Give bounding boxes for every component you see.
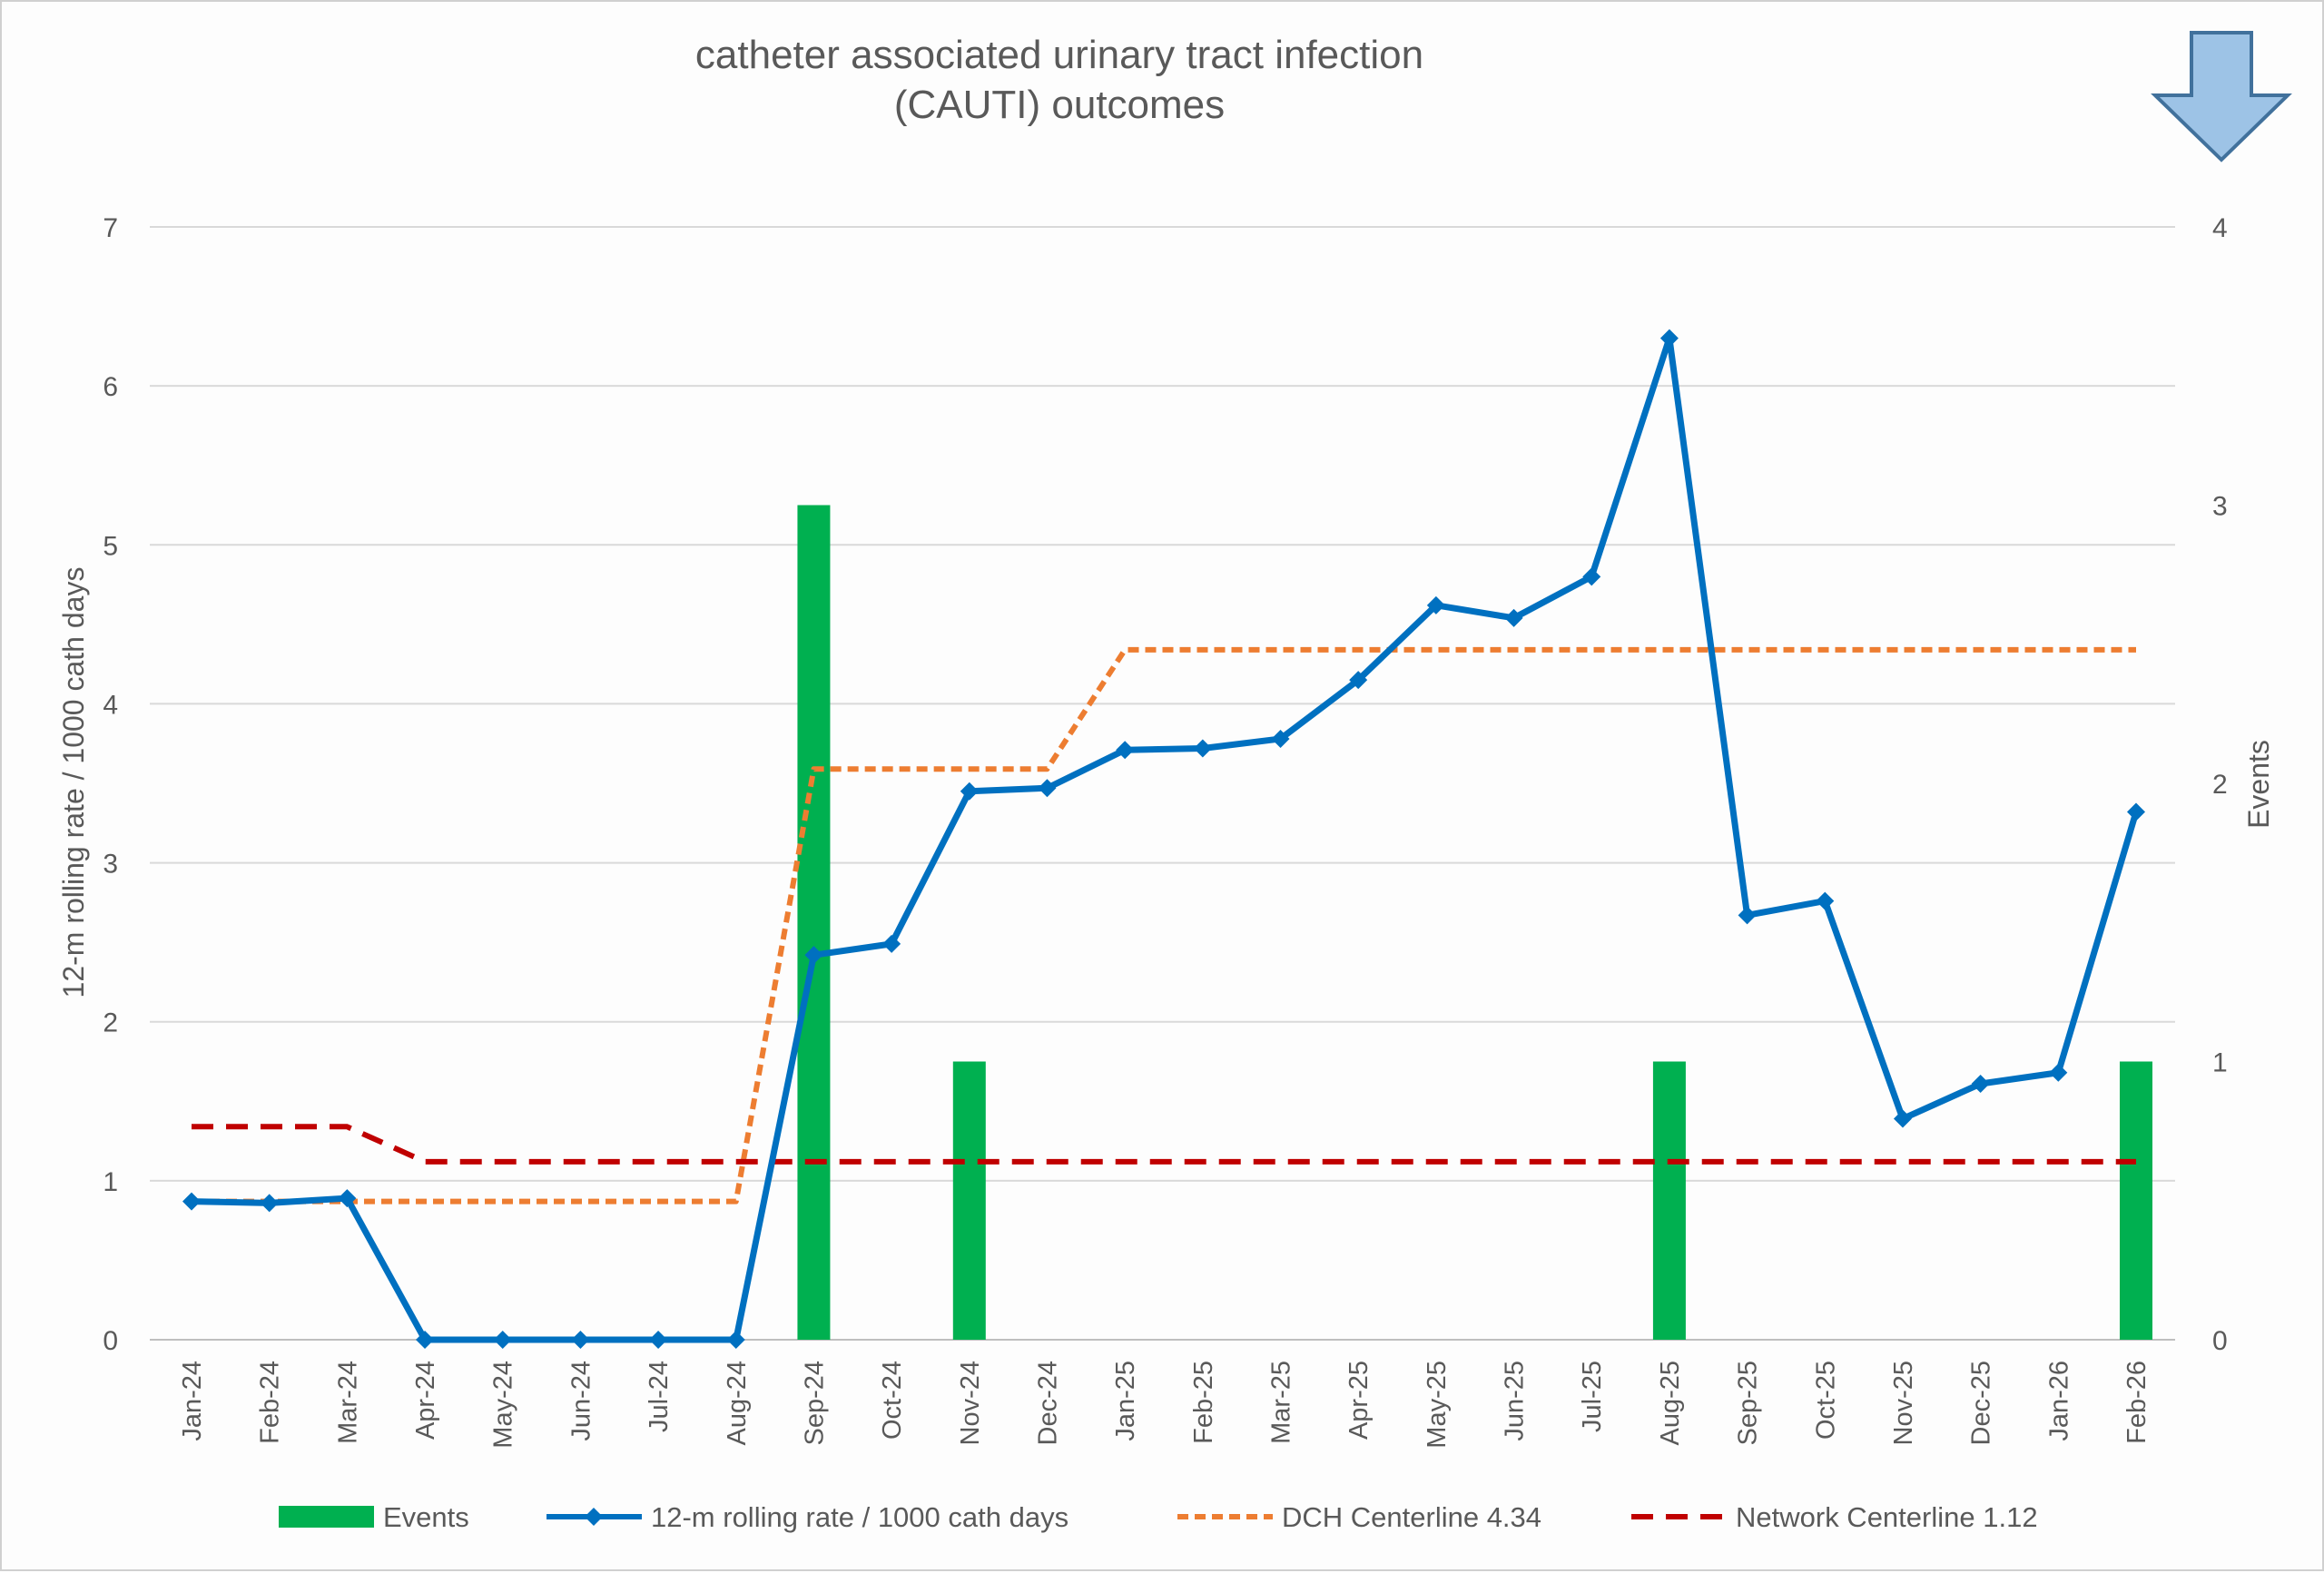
x-tick-label: Sep-24 <box>800 1361 829 1446</box>
data-point <box>338 1189 357 1208</box>
y-tick-label: 0 <box>103 1326 118 1356</box>
x-tick-label: Sep-25 <box>1734 1361 1763 1446</box>
series-line-3 <box>192 1124 2136 1165</box>
chart-title-line-1: catheter associated urinary tract infect… <box>695 33 1423 77</box>
y-tick-label: 6 <box>103 372 118 402</box>
data-point <box>1193 739 1212 758</box>
data-point <box>1893 1109 1912 1128</box>
data-point <box>2127 802 2145 821</box>
data-point <box>1659 329 1679 348</box>
x-tick-label: Apr-24 <box>411 1361 440 1440</box>
x-tick-label: May-24 <box>489 1361 518 1449</box>
y-tick-label: 2 <box>103 1008 118 1038</box>
legend-label: Network Centerline 1.12 <box>1736 1501 2038 1533</box>
y-tick-label: 5 <box>103 531 118 561</box>
x-tick-label: Feb-25 <box>1189 1361 1218 1444</box>
data-point <box>1738 906 1757 925</box>
series-line-1 <box>191 335 2140 1343</box>
data-point <box>1816 891 1835 910</box>
legend-label: 12-m rolling rate / 1000 cath days <box>651 1501 1068 1533</box>
legend-swatch-events <box>279 1506 374 1528</box>
y2-tick-label: 1 <box>2212 1048 2228 1078</box>
data-point <box>493 1331 512 1349</box>
y-axis-label: 12-m rolling rate / 1000 cath days <box>57 567 90 998</box>
y2-tick-label: 2 <box>2212 770 2228 800</box>
y-tick-label: 7 <box>103 213 118 243</box>
data-point <box>649 1331 668 1349</box>
event-bar <box>952 1061 986 1340</box>
legend-marker <box>585 1508 603 1526</box>
x-tick-label: Jan-26 <box>2044 1361 2073 1441</box>
legend-label: Events <box>383 1501 469 1533</box>
chart-title-line-2: (CAUTI) outcomes <box>894 83 1225 127</box>
y-tick-label: 3 <box>103 850 118 880</box>
data-point <box>960 782 979 801</box>
y-tick-label: 4 <box>103 690 118 720</box>
x-tick-label: Mar-25 <box>1267 1361 1296 1444</box>
x-tick-label: Jan-24 <box>178 1361 207 1441</box>
x-tick-label: Nov-25 <box>1889 1361 1918 1446</box>
data-point <box>416 1331 435 1349</box>
data-point <box>571 1331 590 1349</box>
x-tick-label: Aug-24 <box>723 1361 752 1446</box>
x-tick-label: Nov-24 <box>956 1361 985 1446</box>
y2-axis-label: Events <box>2242 740 2275 829</box>
x-tick-label: Feb-24 <box>256 1361 285 1444</box>
data-point <box>260 1194 279 1213</box>
x-tick-label: Dec-24 <box>1033 1361 1062 1446</box>
data-point <box>804 946 823 965</box>
event-bar <box>1652 1061 1686 1340</box>
x-tick-label: Jun-24 <box>566 1361 596 1441</box>
series-line-2 <box>192 646 2136 1204</box>
legend-label: DCH Centerline 4.34 <box>1282 1501 1541 1533</box>
y2-tick-label: 0 <box>2212 1326 2228 1356</box>
y2-tick-label: 3 <box>2212 492 2228 522</box>
x-tick-label: Jul-25 <box>1578 1361 1607 1432</box>
data-point <box>1038 779 1057 798</box>
data-point <box>1271 729 1290 748</box>
data-point <box>1116 741 1135 760</box>
x-tick-label: Aug-25 <box>1656 1361 1685 1446</box>
data-point <box>882 934 901 953</box>
down-arrow-icon <box>2151 31 2292 162</box>
data-point <box>182 1192 201 1211</box>
data-point <box>1971 1075 1990 1094</box>
x-tick-label: Feb-26 <box>2122 1361 2152 1444</box>
data-point <box>726 1331 745 1349</box>
data-point <box>1426 595 1445 614</box>
x-tick-label: May-25 <box>1423 1361 1452 1449</box>
y2-tick-label: 4 <box>2212 213 2228 243</box>
event-bar <box>2120 1061 2152 1340</box>
y-tick-label: 1 <box>103 1167 118 1197</box>
x-tick-label: Oct-25 <box>1811 1361 1840 1440</box>
x-tick-label: Dec-25 <box>1967 1361 1996 1446</box>
data-point <box>1349 671 1368 690</box>
x-tick-label: Oct-24 <box>878 1361 907 1440</box>
x-tick-label: Jun-25 <box>1501 1361 1530 1441</box>
x-tick-label: Jan-25 <box>1111 1361 1140 1441</box>
data-point <box>2049 1063 2068 1082</box>
data-point <box>1504 608 1523 627</box>
x-tick-label: Apr-25 <box>1344 1361 1374 1440</box>
data-point <box>1582 567 1601 586</box>
event-bar <box>797 505 831 1340</box>
x-tick-label: Mar-24 <box>333 1361 362 1444</box>
x-tick-label: Jul-24 <box>645 1361 674 1432</box>
